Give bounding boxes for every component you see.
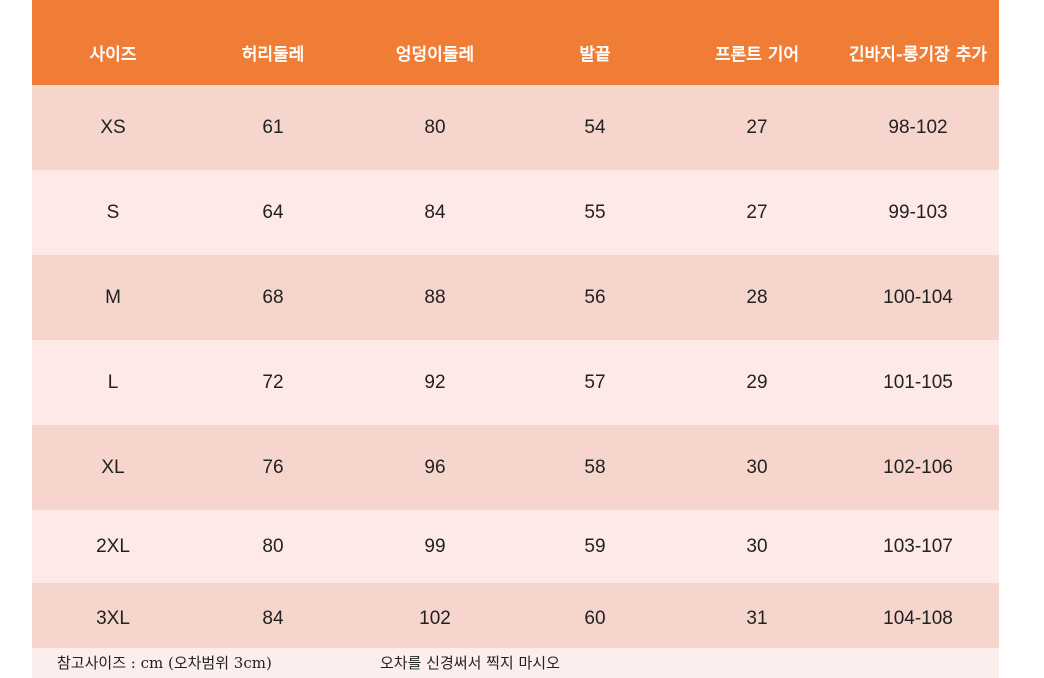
footer-note: 참고사이즈 : cm (오차범위 3cm) bbox=[57, 654, 272, 672]
table-cell: 92 bbox=[424, 371, 446, 393]
header-cell: 허리둘레 bbox=[241, 45, 305, 65]
table-cell: 29 bbox=[746, 371, 768, 393]
table-row: 3XL 84 102 60 31 104-108 bbox=[32, 583, 999, 655]
table-cell: 60 bbox=[584, 608, 606, 629]
table-cell: 102 bbox=[419, 608, 451, 629]
table-cell: 30 bbox=[746, 535, 768, 557]
footer-warning: 오차를 신경써서 찍지 마시오 bbox=[380, 654, 560, 672]
header-cell: 사이즈 bbox=[89, 45, 137, 65]
table-cell: 31 bbox=[746, 608, 768, 629]
table-cell: 100-104 bbox=[883, 286, 953, 308]
header-cell: 엉덩이둘레 bbox=[395, 45, 475, 65]
table-cell: 99 bbox=[424, 535, 446, 557]
table-cell: 58 bbox=[584, 456, 606, 478]
table-cell: 98-102 bbox=[888, 116, 948, 138]
size-table: 사이즈 허리둘레 엉덩이둘레 발끝 프론트 기어 긴바지-롱기장 추가 XS 61… bbox=[32, 0, 999, 655]
table-row: 2XL 80 99 59 30 103-107 bbox=[32, 510, 999, 583]
table-row: S 64 84 55 27 99-103 bbox=[32, 170, 999, 255]
table-row: L 72 92 57 29 101-105 bbox=[32, 340, 999, 425]
table-cell: 101-105 bbox=[883, 371, 953, 393]
table-cell: 57 bbox=[584, 371, 606, 393]
footer: 참고사이즈 : cm (오차범위 3cm) 오차를 신경써서 찍지 마시오 bbox=[32, 648, 999, 678]
table-cell: 84 bbox=[424, 201, 446, 223]
table-cell: 80 bbox=[262, 535, 284, 557]
table-cell: 59 bbox=[584, 535, 606, 557]
table-cell: 72 bbox=[262, 371, 284, 393]
table-cell: 61 bbox=[262, 116, 284, 138]
table-cell: 30 bbox=[746, 456, 768, 478]
table-row: XL 76 96 58 30 102-106 bbox=[32, 425, 999, 510]
table-cell: 84 bbox=[262, 608, 284, 629]
table-cell: 99-103 bbox=[888, 201, 948, 223]
table-cell: 76 bbox=[262, 456, 284, 478]
table-cell: 27 bbox=[746, 201, 768, 223]
header-cell: 프론트 기어 bbox=[714, 45, 800, 65]
header-cell: 발끝 bbox=[579, 45, 611, 65]
header-cell: 긴바지-롱기장 추가 bbox=[848, 45, 988, 65]
table-cell: 102-106 bbox=[883, 456, 953, 478]
table-cell: S bbox=[106, 201, 120, 223]
table-cell: XS bbox=[100, 116, 126, 138]
table-cell: 27 bbox=[746, 116, 768, 138]
table-cell: 55 bbox=[584, 201, 606, 223]
table-cell: 64 bbox=[262, 201, 284, 223]
table-cell: 96 bbox=[424, 456, 446, 478]
table-cell: 56 bbox=[584, 286, 606, 308]
table-cell: L bbox=[107, 371, 119, 393]
table-header: 사이즈 허리둘레 엉덩이둘레 발끝 프론트 기어 긴바지-롱기장 추가 bbox=[32, 0, 999, 85]
table-cell: 2XL bbox=[96, 535, 130, 557]
table-cell: XL bbox=[101, 456, 125, 478]
table-cell: 68 bbox=[262, 286, 284, 308]
table-row: XS 61 80 54 27 98-102 bbox=[32, 85, 999, 170]
table-cell: 104-108 bbox=[883, 608, 953, 629]
table-cell: 3XL bbox=[96, 608, 130, 629]
table-cell: 54 bbox=[584, 116, 606, 138]
table-cell: 103-107 bbox=[883, 535, 953, 557]
table-cell: M bbox=[105, 286, 121, 308]
table-cell: 28 bbox=[746, 286, 768, 308]
table-cell: 88 bbox=[424, 286, 446, 308]
table-row: M 68 88 56 28 100-104 bbox=[32, 255, 999, 340]
table-cell: 80 bbox=[424, 116, 446, 138]
